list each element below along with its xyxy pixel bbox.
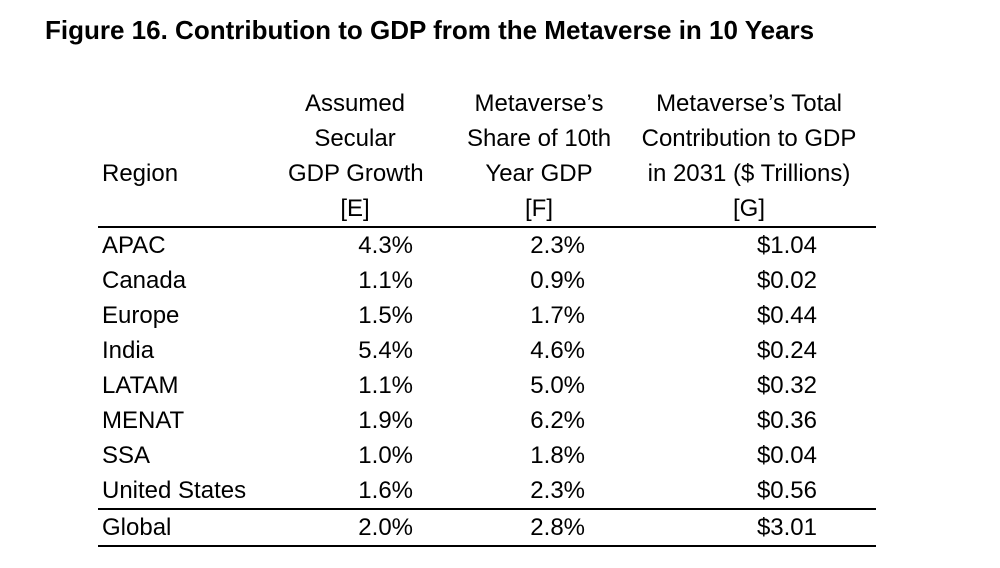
cell-contribution: $0.02 xyxy=(756,266,817,294)
gdp-contribution-table: Region Assumed Secular GDP Growth [E] Me… xyxy=(98,86,876,547)
cell-contribution: $3.01 xyxy=(622,508,876,547)
header-line: in 2031 ($ Trillions) xyxy=(647,160,851,187)
cell-gdp-growth: 1.1% xyxy=(358,266,413,294)
header-line xyxy=(102,86,288,121)
header-line: [G] xyxy=(732,195,765,222)
cell-region: Global xyxy=(98,508,288,547)
header-line xyxy=(102,121,288,156)
header-metaverse-share: Metaverse’s Share of 10th Year GDP [F] xyxy=(422,86,622,228)
header-line: Region xyxy=(102,160,179,187)
header-line: Share of 10th xyxy=(466,125,612,152)
header-line: Metaverse’s xyxy=(474,90,604,117)
header-line: Secular xyxy=(314,125,396,152)
cell-contribution: $1.04 xyxy=(756,231,817,259)
cell-contribution: $0.24 xyxy=(756,336,817,364)
cell-region: United States xyxy=(102,476,247,504)
table-row-europe: Europe 1.5% 1.7% $0.44 xyxy=(98,298,876,333)
cell-region: SSA xyxy=(102,441,151,469)
table-row-latam: LATAM 1.1% 5.0% $0.32 xyxy=(98,368,876,403)
cell-gdp-growth: 1.5% xyxy=(358,301,413,329)
cell-region: APAC xyxy=(102,231,166,259)
header-line: Year GDP xyxy=(485,160,593,187)
cell-gdp-growth: 2.0% xyxy=(288,508,422,547)
table-row-india: India 5.4% 4.6% $0.24 xyxy=(98,333,876,368)
figure-title: Figure 16. Contribution to GDP from the … xyxy=(45,15,815,45)
header-line: Contribution to GDP xyxy=(641,125,857,152)
cell-gdp-growth: 1.6% xyxy=(358,476,413,504)
header-line: [F] xyxy=(525,195,553,222)
table-row-ssa: SSA 1.0% 1.8% $0.04 xyxy=(98,438,876,473)
table-row-united-states: United States 1.6% 2.3% $0.56 xyxy=(98,473,876,509)
cell-region: India xyxy=(102,336,155,364)
cell-metaverse-share: 2.8% xyxy=(422,508,622,547)
cell-metaverse-share: 2.3% xyxy=(530,231,585,259)
header-line: GDP Growth xyxy=(288,160,424,187)
cell-contribution: $0.56 xyxy=(756,476,817,504)
table-row-global: Global 2.0% 2.8% $3.01 xyxy=(98,508,876,547)
header-region: Region xyxy=(98,86,288,228)
header-line: [E] xyxy=(340,195,370,222)
cell-metaverse-share: 1.8% xyxy=(530,441,585,469)
cell-region: MENAT xyxy=(102,406,185,434)
cell-metaverse-share: 2.3% xyxy=(530,476,585,504)
cell-gdp-growth: 4.3% xyxy=(358,231,413,259)
table-row-apac: APAC 4.3% 2.3% $1.04 xyxy=(98,227,876,263)
header-line: Metaverse’s Total xyxy=(656,90,842,117)
header-total-contribution: Metaverse’s Total Contribution to GDP in… xyxy=(622,86,876,228)
header-line: Assumed xyxy=(304,90,406,117)
table-row-canada: Canada 1.1% 0.9% $0.02 xyxy=(98,263,876,298)
cell-contribution: $0.32 xyxy=(756,371,817,399)
cell-metaverse-share: 5.0% xyxy=(530,371,585,399)
cell-contribution: $0.04 xyxy=(756,441,817,469)
table-row-menat: MENAT 1.9% 6.2% $0.36 xyxy=(98,403,876,438)
cell-metaverse-share: 0.9% xyxy=(530,266,585,294)
cell-contribution: $0.44 xyxy=(756,301,817,329)
cell-region: Canada xyxy=(102,266,187,294)
header-line xyxy=(102,191,288,226)
cell-gdp-growth: 1.0% xyxy=(358,441,413,469)
cell-region: LATAM xyxy=(102,371,179,399)
table-header-row: Region Assumed Secular GDP Growth [E] Me… xyxy=(98,86,876,228)
header-gdp-growth: Assumed Secular GDP Growth [E] xyxy=(288,86,424,228)
cell-contribution: $0.36 xyxy=(756,406,817,434)
cell-gdp-growth: 5.4% xyxy=(358,336,413,364)
cell-region: Europe xyxy=(102,301,180,329)
cell-metaverse-share: 1.7% xyxy=(530,301,585,329)
cell-gdp-growth: 1.1% xyxy=(358,371,413,399)
cell-metaverse-share: 4.6% xyxy=(530,336,585,364)
cell-gdp-growth: 1.9% xyxy=(358,406,413,434)
cell-metaverse-share: 6.2% xyxy=(530,406,585,434)
